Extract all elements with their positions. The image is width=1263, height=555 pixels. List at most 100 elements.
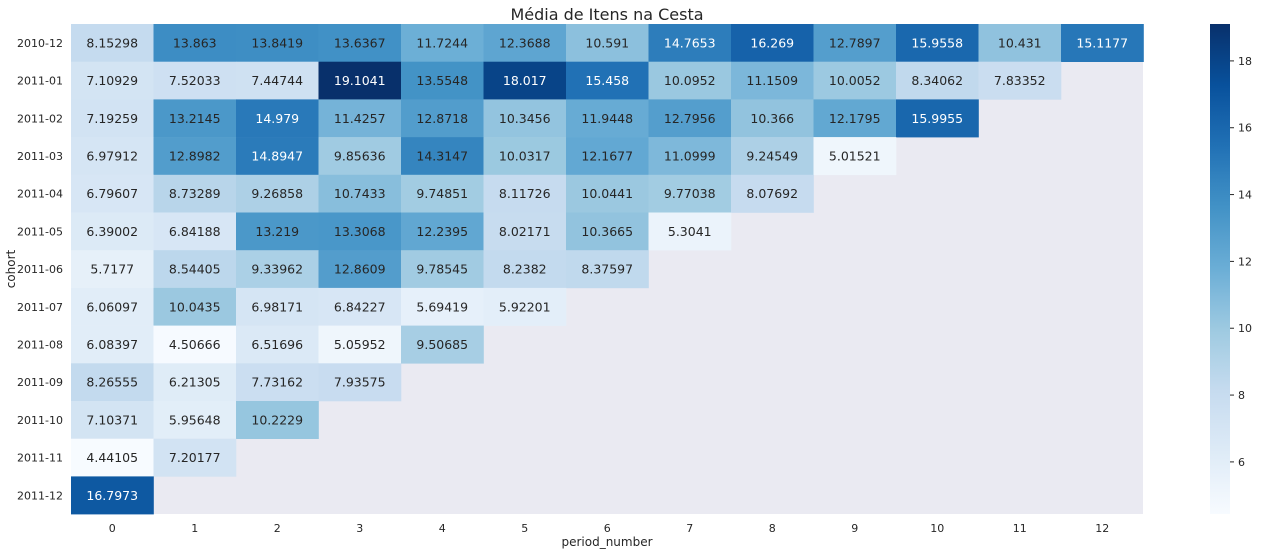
heatmap-cell: [236, 363, 319, 402]
heatmap-cell: [153, 401, 237, 439]
heatmap-cell: [236, 401, 319, 439]
heatmap-cell: [483, 174, 567, 213]
cell-value-label: 5.69419: [416, 299, 468, 314]
heatmap-cell: [71, 99, 154, 138]
heatmap-cell: [566, 99, 649, 138]
cell-value-label: 8.11726: [499, 186, 551, 201]
cell-value-label: 10.3456: [499, 111, 551, 126]
cell-value-label: 4.50666: [169, 337, 221, 352]
heatmap-cell: [648, 24, 732, 62]
cell-value-label: 7.19259: [86, 111, 138, 126]
heatmap-cell: [318, 24, 402, 62]
heatmap-cell: [236, 212, 319, 251]
heatmap-cell: [566, 137, 649, 176]
cell-value-label: 7.73162: [251, 375, 303, 390]
heatmap-cell: [648, 61, 732, 100]
x-tick-label: 10: [930, 522, 944, 535]
heatmap-cell: [731, 99, 814, 138]
cell-value-label: 13.8419: [251, 35, 303, 50]
cell-value-label: 6.79607: [86, 186, 138, 201]
cell-value-label: 11.0999: [664, 148, 716, 163]
x-tick-label: 2: [274, 522, 281, 535]
cell-value-label: 8.54405: [169, 262, 221, 277]
cell-value-label: 6.97912: [86, 148, 138, 163]
cell-value-label: 9.33962: [251, 262, 303, 277]
cell-value-label: 6.06097: [86, 299, 138, 314]
cell-value-label: 9.77038: [664, 186, 716, 201]
colorbar-tick-label: 10: [1238, 322, 1252, 335]
cell-value-label: 15.1177: [1076, 35, 1128, 50]
y-tick-label: 2011-01: [17, 75, 63, 88]
heatmap-cell: [483, 212, 567, 251]
heatmap-cell: [401, 287, 484, 326]
cell-value-label: 5.3041: [668, 224, 712, 239]
heatmap-cell: [978, 24, 1062, 62]
cell-value-label: 10.0952: [664, 73, 716, 88]
y-tick-label: 2011-08: [17, 338, 63, 351]
heatmap-cell: [236, 174, 319, 213]
cell-value-label: 8.37597: [581, 262, 633, 277]
heatmap-cell: [71, 476, 154, 515]
cell-value-label: 15.9955: [911, 111, 963, 126]
heatmap-cell: [896, 99, 979, 138]
cell-value-label: 15.458: [585, 73, 629, 88]
heatmap-cell: [648, 137, 732, 176]
cell-value-label: 12.3688: [499, 35, 551, 50]
cell-value-label: 8.34062: [911, 73, 963, 88]
cell-value-label: 13.5548: [416, 73, 468, 88]
heatmap-cell: [236, 325, 319, 364]
cell-value-label: 16.269: [750, 35, 794, 50]
cell-value-label: 10.0435: [169, 299, 221, 314]
heatmap-cell: [71, 137, 154, 176]
heatmap-cells: 8.15298 13.863 13.8419 13.6367 11.7244 12.368…: [71, 24, 1144, 515]
y-tick-label: 2011-06: [17, 263, 63, 276]
x-tick-label: 1: [191, 522, 198, 535]
x-tick-labels: 0 1 2 3 4 5 6 7 8 9 10 11 12: [109, 522, 1110, 535]
colorbar-ticks: 6 8 10 12 14 16 18: [1230, 55, 1252, 469]
heatmap-cell: [318, 363, 402, 402]
x-tick-label: 11: [1013, 522, 1027, 535]
heatmap-cell: [401, 212, 484, 251]
cell-value-label: 5.01521: [829, 148, 881, 163]
cell-value-label: 10.3665: [581, 224, 633, 239]
x-tick-label: 8: [769, 522, 776, 535]
heatmap-cell: [566, 212, 649, 251]
heatmap-cell: [566, 174, 649, 213]
x-tick-label: 5: [521, 522, 528, 535]
cell-value-label: 14.3147: [416, 148, 468, 163]
heatmap-cell: [153, 137, 237, 176]
chart-title: Média de Itens na Cesta: [510, 5, 703, 24]
cell-value-label: 6.51696: [251, 337, 303, 352]
heatmap-cell: [731, 24, 814, 62]
heatmap-cell: [483, 61, 567, 100]
heatmap-cell: [401, 61, 484, 100]
cell-value-label: 11.4257: [334, 111, 386, 126]
heatmap-cell: [896, 61, 979, 100]
y-tick-label: 2011-11: [17, 452, 63, 465]
cell-value-label: 12.8982: [169, 148, 221, 163]
heatmap-cell: [236, 137, 319, 176]
x-tick-label: 7: [686, 522, 693, 535]
cell-value-label: 9.50685: [416, 337, 468, 352]
cell-value-label: 5.92201: [499, 299, 551, 314]
y-axis-label: cohort: [4, 249, 18, 288]
cell-value-label: 6.21305: [169, 375, 221, 390]
heatmap-cell: [978, 61, 1062, 100]
heatmap-cell: [483, 137, 567, 176]
y-tick-label: 2011-07: [17, 301, 63, 314]
x-tick-label: 6: [604, 522, 611, 535]
heatmap-cell: [71, 24, 154, 62]
y-tick-label: 2011-09: [17, 376, 63, 389]
heatmap-cell: [483, 250, 567, 289]
cell-value-label: 6.84188: [169, 224, 221, 239]
cell-value-label: 12.8609: [334, 262, 386, 277]
x-tick-label: 4: [439, 522, 446, 535]
cell-value-label: 9.24549: [746, 148, 798, 163]
heatmap-cell: [153, 174, 237, 213]
heatmap-cell: [813, 24, 897, 62]
heatmap-cell: [153, 99, 237, 138]
cell-value-label: 12.7897: [829, 35, 881, 50]
heatmap-cell: [71, 250, 154, 289]
x-tick-label: 12: [1095, 522, 1109, 535]
